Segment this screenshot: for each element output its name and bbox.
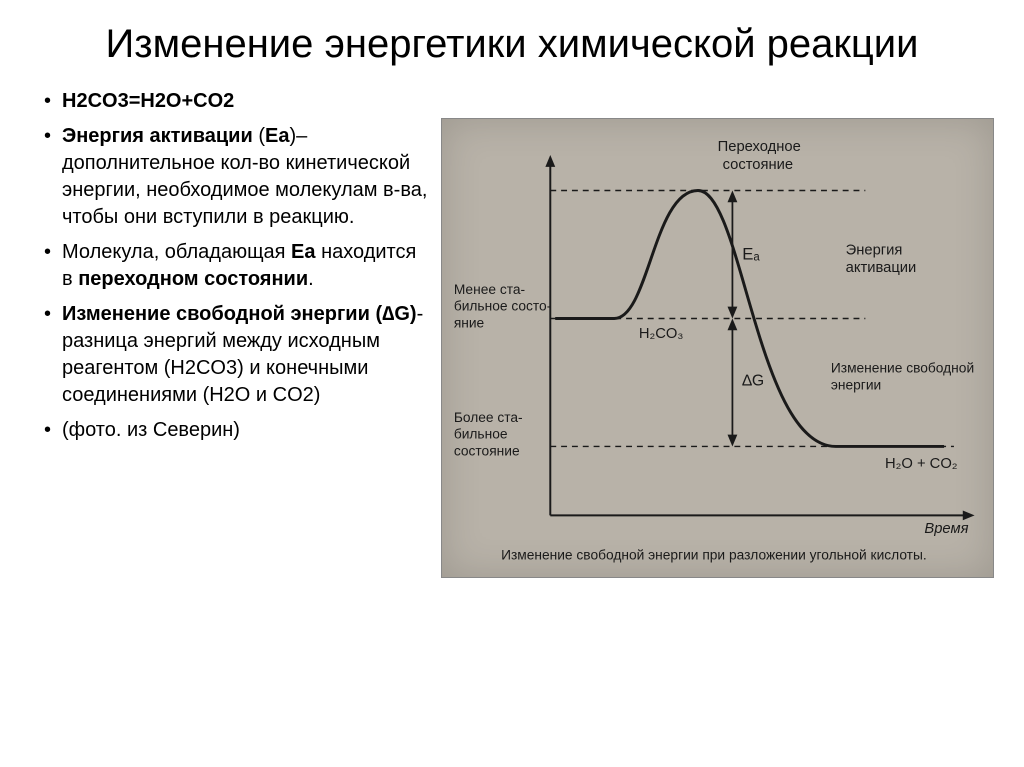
dg-arrow-bottom	[727, 435, 737, 447]
label-more-stable-2: бильное	[454, 427, 508, 442]
bullet-item: (фото. из Северин)	[44, 417, 431, 444]
bullet-item: H2CO3=H2O+CO2	[44, 88, 431, 115]
bullet-item: Изменение свободной энергии (∆G)-разница…	[44, 301, 431, 409]
label-more-stable-3: состояние	[454, 443, 520, 458]
label-less-stable-3: яние	[454, 315, 485, 330]
ea-arrow-top	[727, 190, 737, 202]
label-dg: ∆G	[742, 372, 764, 389]
label-less-stable-2: бильное состо-	[454, 299, 551, 314]
label-transition: Переходное	[717, 139, 800, 155]
bullet-item: Молекула, обладающая Еа находится в пере…	[44, 239, 431, 293]
label-h2co3: H₂CO₃	[639, 326, 684, 342]
label-dg-text-2: энергии	[831, 377, 881, 392]
label-dg-text-1: Изменение свободной	[831, 361, 974, 376]
diagram-caption: Изменение свободной энергии при разложен…	[501, 548, 927, 563]
ea-arrow-bottom	[727, 307, 737, 319]
bullet-item: Энергия активации (Еа)– дополнительное к…	[44, 123, 431, 231]
label-ea: Eₐ	[742, 244, 760, 263]
y-axis-arrow	[545, 155, 555, 167]
bullet-list: H2CO3=H2O+CO2 Энергия активации (Еа)– доп…	[30, 88, 431, 444]
label-product: H₂O + CO₂	[885, 456, 958, 472]
slide-title: Изменение энергетики химической реакции	[30, 20, 994, 68]
label-less-stable-1: Менее ста-	[454, 282, 525, 297]
label-ea-text: Энергия	[845, 242, 902, 258]
label-x-axis: Время	[924, 521, 968, 537]
dg-arrow-top	[727, 318, 737, 330]
label-transition-2: состояние	[722, 157, 793, 173]
diagram-column: Переходное состояние Eₐ Энергия активаци…	[441, 88, 994, 578]
text-column: H2CO3=H2O+CO2 Энергия активации (Еа)– доп…	[30, 88, 431, 578]
label-ea-text-2: активации	[845, 260, 916, 276]
label-more-stable-1: Более ста-	[454, 410, 523, 425]
energy-diagram: Переходное состояние Eₐ Энергия активаци…	[441, 118, 994, 578]
x-axis-arrow	[962, 510, 974, 520]
